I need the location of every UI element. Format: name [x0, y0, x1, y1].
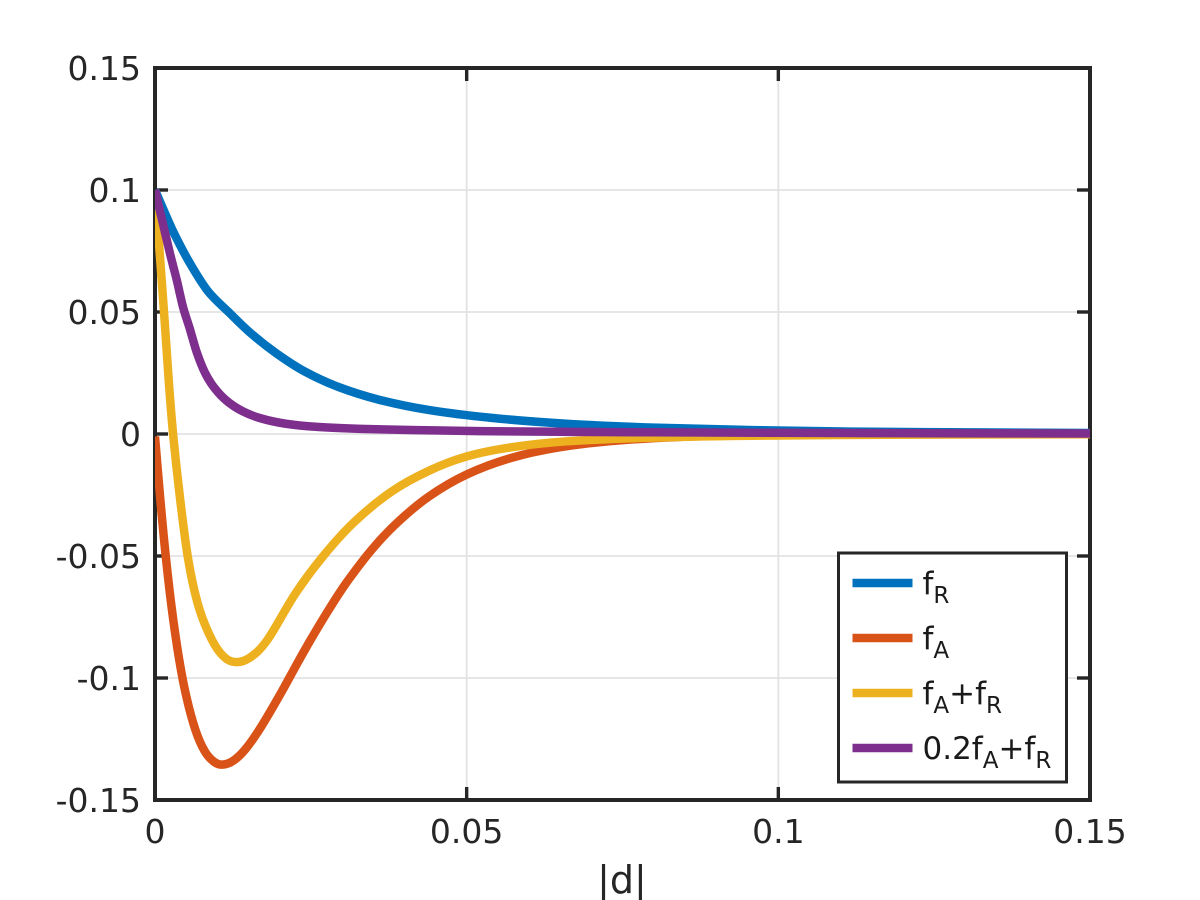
legend-label-f_R: fR: [923, 566, 950, 609]
x-tick-label-0.1: 0.1: [752, 812, 804, 851]
y-tick-label--0.15: -0.15: [56, 781, 141, 820]
y-tick-label-0.15: 0.15: [68, 49, 141, 88]
legend-label-f_A+f_R: fA+fR: [923, 676, 1003, 719]
x-tick-label-0.15: 0.15: [1053, 812, 1126, 851]
legend-entry-f_R: fR: [852, 566, 950, 609]
legend-label-f_A: fA: [923, 621, 950, 664]
y-tick-label-0.05: 0.05: [68, 293, 141, 332]
legend-entry-f_A+f_R: fA+fR: [852, 676, 1003, 719]
x-axis-label: |d|: [597, 858, 647, 900]
y-tick-label--0.1: -0.1: [77, 659, 141, 698]
legend-entry-0.2f_A+f_R: 0.2fA+fR: [852, 731, 1052, 774]
legend: fR fA fA+fR 0.2fA+fR: [837, 551, 1068, 784]
legend-entry-f_A: fA: [852, 621, 950, 664]
y-tick-label-0: 0: [120, 415, 141, 454]
curve-0.2f_A+f_R: [155, 189, 1090, 438]
x-tick-label-0.05: 0.05: [430, 812, 503, 851]
y-tick-label-0.1: 0.1: [89, 171, 141, 210]
legend-label-0.2f_A+f_R: 0.2fA+fR: [923, 731, 1052, 774]
x-tick-label-0: 0: [145, 812, 166, 851]
tick-labels: 0 0.05 0.1 0.15 -0.15 -0.1 -0.05 0 0.05 0.1 0.15: [56, 49, 1127, 851]
y-tick-label--0.05: -0.05: [56, 537, 141, 576]
curves: [155, 188, 1090, 769]
